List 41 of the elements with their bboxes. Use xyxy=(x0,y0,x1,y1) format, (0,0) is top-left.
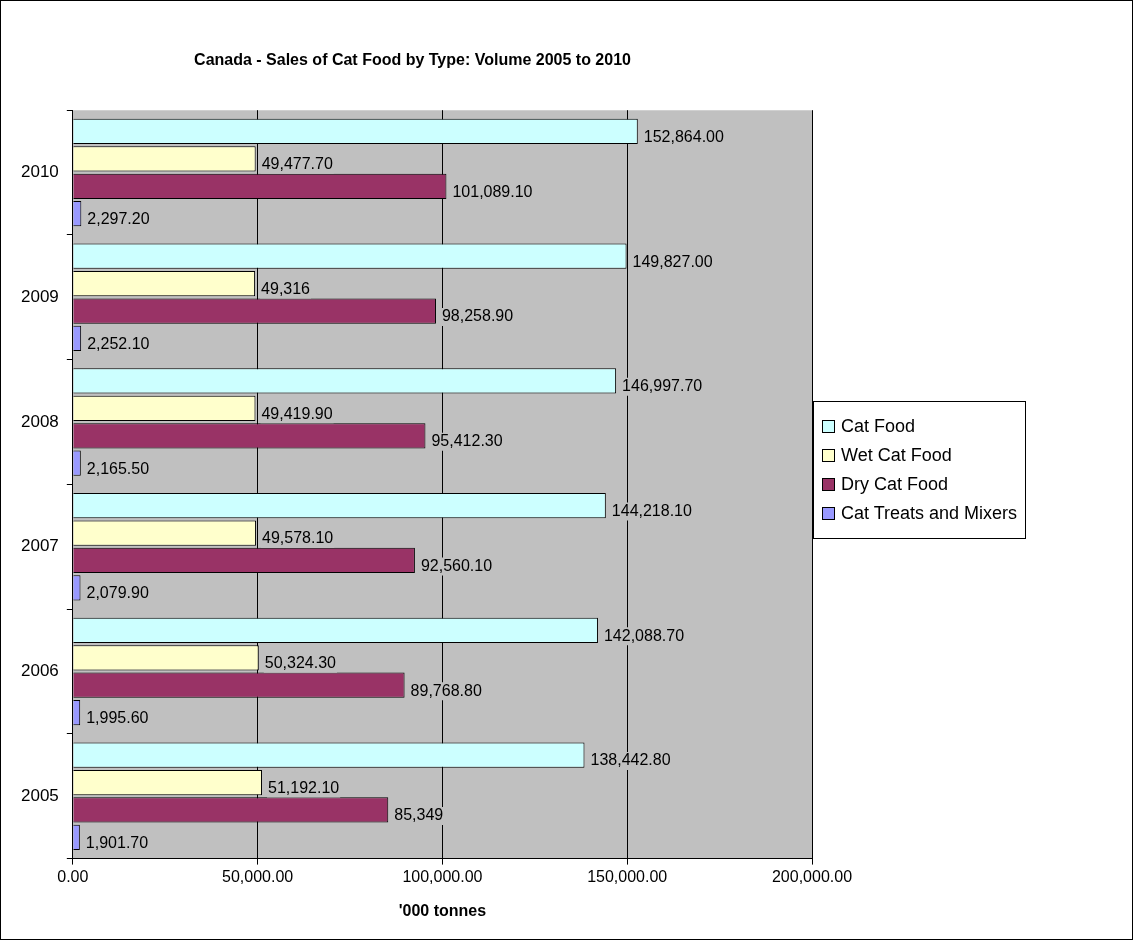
data-label: 101,089.10 xyxy=(452,182,533,200)
legend-label: Dry Cat Food xyxy=(841,474,949,495)
data-label: 138,442.80 xyxy=(590,751,671,769)
legend-label: Wet Cat Food xyxy=(841,445,952,466)
data-label: 49,578.10 xyxy=(262,529,334,547)
data-label: 49,419.90 xyxy=(261,404,333,422)
data-label: 51,192.10 xyxy=(268,778,340,796)
y-tick-label: 2010 xyxy=(20,162,59,182)
legend-label: Cat Food xyxy=(841,416,916,437)
y-tick-label: 2007 xyxy=(20,536,59,556)
data-label: 49,477.70 xyxy=(261,155,333,173)
data-label: 2,297.20 xyxy=(87,210,150,228)
x-tick-label: 200,000.00 xyxy=(771,867,853,885)
data-label: 2,165.50 xyxy=(86,459,150,477)
x-tick-label: 50,000.00 xyxy=(222,867,294,885)
x-tick-label: 100,000.00 xyxy=(402,867,483,885)
data-label: 95,412.30 xyxy=(431,432,503,450)
data-label: 2,079.90 xyxy=(86,584,149,602)
data-label: 98,258.90 xyxy=(441,307,514,325)
data-label: 142,088.70 xyxy=(603,626,685,644)
data-label: 92,560.10 xyxy=(420,556,493,574)
data-label: 149,827.00 xyxy=(632,252,713,270)
data-label: 2,252.10 xyxy=(87,334,150,352)
x-tick-label: 0.00 xyxy=(57,867,89,885)
x-tick-label: 150,000.00 xyxy=(587,867,668,885)
data-label: 85,349 xyxy=(394,806,444,824)
data-label: 1,901.70 xyxy=(85,833,149,851)
chart-title: Canada - Sales of Cat Food by Type: Volume 2005 to 2010 xyxy=(194,51,632,69)
data-label: 1,995.60 xyxy=(86,709,149,727)
y-tick-label: 2006 xyxy=(20,661,59,681)
data-label: 49,316 xyxy=(261,279,311,297)
data-label: 146,997.70 xyxy=(622,377,703,395)
y-tick-label: 2005 xyxy=(20,785,59,805)
legend-label: Cat Treats and Mixers xyxy=(841,503,1018,524)
y-tick-label: 2009 xyxy=(20,286,59,306)
data-label: 144,218.10 xyxy=(611,502,693,520)
data-label: 89,768.80 xyxy=(410,681,482,699)
data-label: 152,864.00 xyxy=(643,127,724,145)
data-label: 50,324.30 xyxy=(264,654,337,672)
x-axis-title: '000 tonnes xyxy=(398,901,487,919)
y-tick-label: 2008 xyxy=(20,411,59,431)
